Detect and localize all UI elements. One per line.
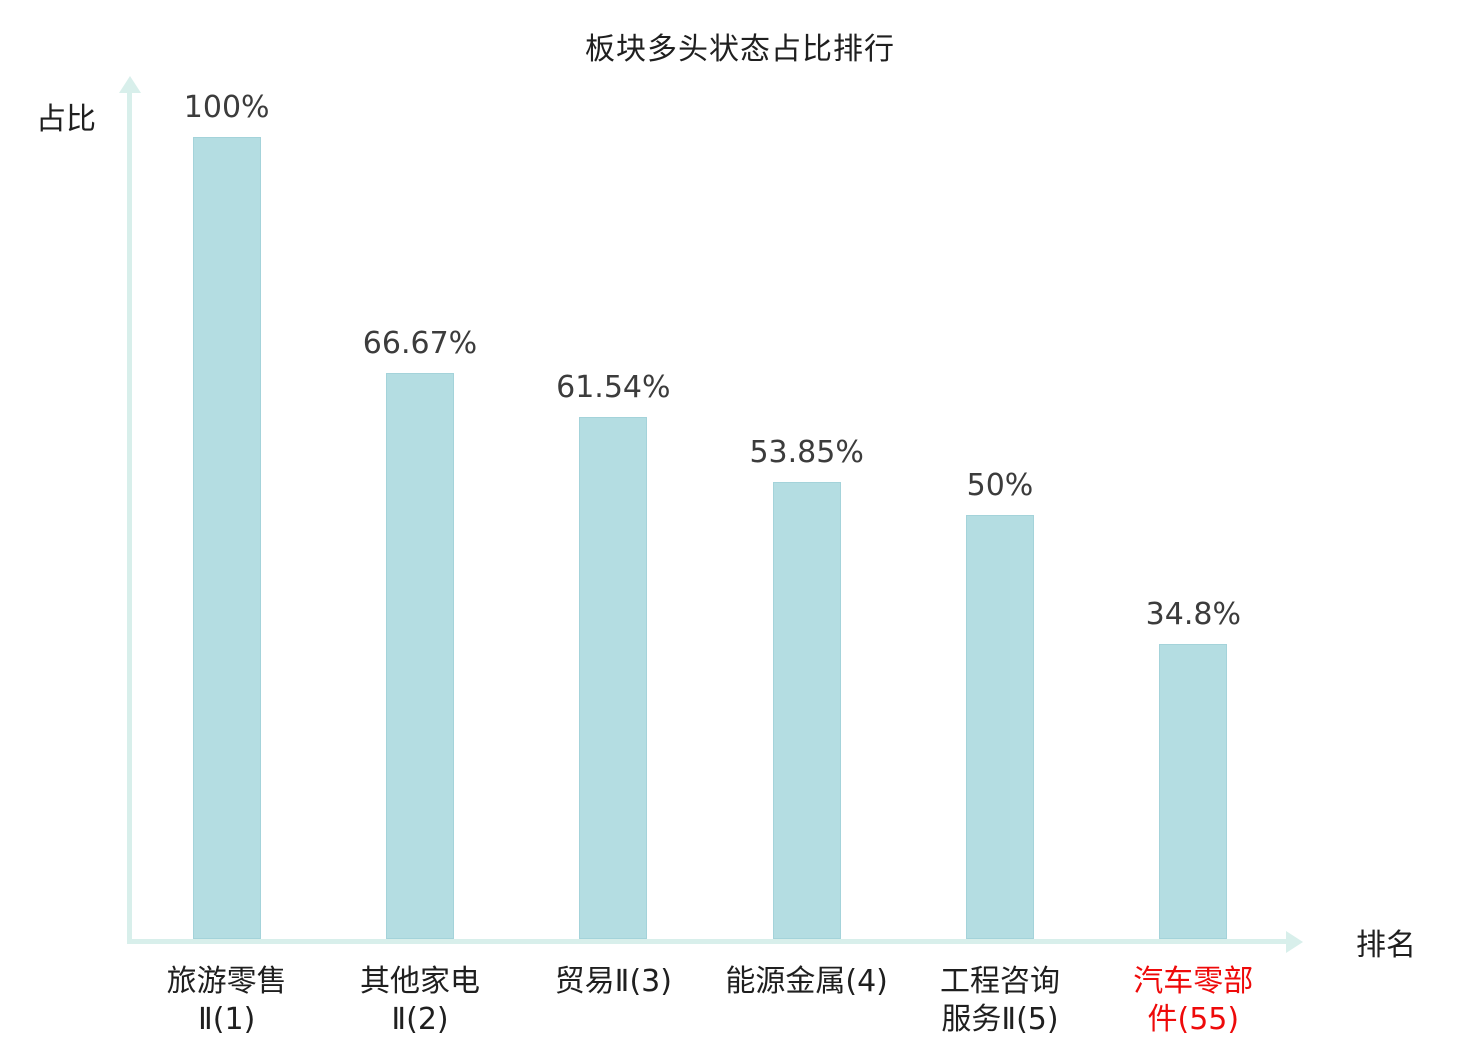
y-axis-label: 占比 xyxy=(36,102,96,137)
x-axis-line xyxy=(127,939,1290,944)
bar-value-label: 66.67% xyxy=(362,325,478,361)
x-axis-label: 排名 xyxy=(1356,928,1416,963)
bar-value-label: 61.54% xyxy=(556,369,671,405)
bar xyxy=(192,137,261,939)
bar-category-label: 能源金属(4) xyxy=(725,964,888,999)
y-axis-arrow-up-icon xyxy=(119,76,141,93)
bar-category-label: 贸易Ⅱ(3) xyxy=(554,964,672,999)
bar xyxy=(772,481,841,939)
bar-value-label: 34.8% xyxy=(1145,596,1241,632)
bar-group: 50% 工程咨询 服务Ⅱ(5) xyxy=(903,90,1096,1037)
x-axis-arrow-right-icon xyxy=(1286,931,1303,953)
bar-value-label: 50% xyxy=(966,467,1034,503)
bar-category-label: 工程咨询 服务Ⅱ(5) xyxy=(939,964,1060,1037)
bar xyxy=(579,416,648,939)
bars-area: 100% 旅游零售 Ⅱ(1) 66.67% 其他家电 Ⅱ(2) 61.54% 贸易Ⅱ(3)… xyxy=(130,90,1290,1037)
bar-group: 66.67% 其他家电 Ⅱ(2) xyxy=(323,90,516,1037)
bar-group: 100% 旅游零售 Ⅱ(1) xyxy=(130,90,323,1037)
bar-value-label: 100% xyxy=(183,90,270,125)
bar-group: 34.8% 汽车零部 件(55) xyxy=(1097,90,1290,1037)
bar-value-label: 53.85% xyxy=(749,434,864,470)
bar-category-label: 其他家电 Ⅱ(2) xyxy=(359,964,480,1037)
chart-title: 板块多头状态占比排行 xyxy=(585,32,895,67)
bar-category-label: 旅游零售 Ⅱ(1) xyxy=(166,964,287,1037)
bar xyxy=(965,514,1034,939)
bar-category-label: 汽车零部 件(55) xyxy=(1133,964,1254,1037)
bar-group: 61.54% 贸易Ⅱ(3) xyxy=(517,90,710,999)
bar xyxy=(1159,643,1228,939)
bar-group: 53.85% 能源金属(4) xyxy=(710,90,903,999)
bar xyxy=(385,372,454,939)
y-axis-line xyxy=(127,92,132,944)
